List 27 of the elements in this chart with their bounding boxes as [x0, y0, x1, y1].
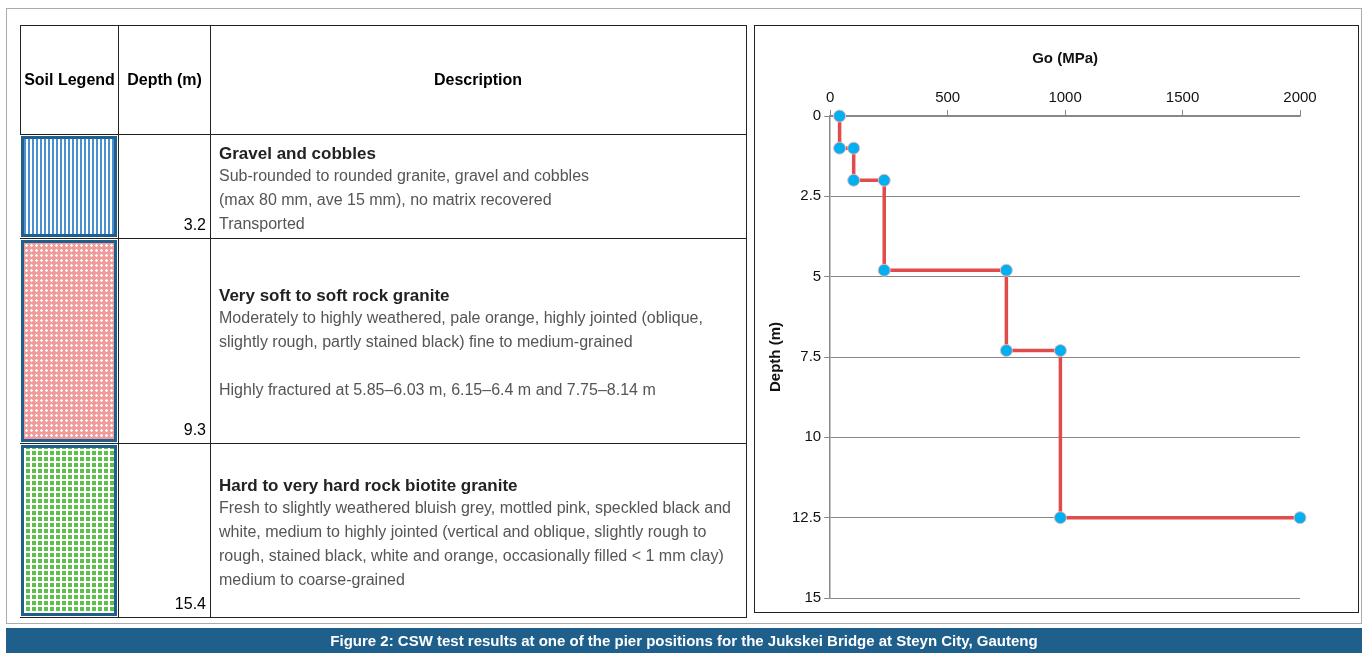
y-tick-label: 15	[804, 588, 822, 606]
text: Gravel and cobbles	[219, 143, 377, 164]
text: Soil Legend	[20, 26, 118, 134]
text: Moderately to highly weathered, pale orange, highly jointed (oblique, slightly rough, partly stained black) fine to medium-grained Highly fractured at 5.85–6.03 m, 6.15–6.4 m and 7.75–8.14 m	[219, 309, 703, 398]
text: Hard to very hard rock biotite granite	[219, 475, 519, 496]
y-tick-label: 12.5	[791, 507, 822, 525]
text: Depth (m)	[118, 26, 210, 134]
x-tick-label: 1000	[1048, 88, 1082, 106]
y-tick-label: 2.5	[800, 186, 822, 204]
y-tick-label: 7.5	[800, 347, 822, 365]
text: 9.3	[118, 239, 210, 443]
text: 15.4	[118, 444, 210, 617]
x-tick-label: 0	[826, 88, 835, 106]
text: Description	[210, 26, 745, 134]
text: 3.2	[118, 135, 210, 238]
x-tick-label: 1500	[1165, 88, 1200, 106]
y-tick-label: 5	[812, 266, 822, 284]
caption: Figure 2: CSW test results at one of the pier positions for the Jukskei Bridge at Steyn City, Gauteng	[6, 628, 1362, 653]
y-tick-label: 10	[804, 427, 822, 445]
x-tick-label: 2000	[1283, 88, 1317, 106]
text: Very soft to soft rock granite	[219, 286, 451, 306]
x-axis-title: Go (MPa)	[1032, 49, 1099, 67]
x-tick-label: 500	[935, 88, 961, 106]
y-axis-title: Depth (m)	[766, 322, 784, 392]
text: Sub-rounded to rounded granite, gravel and cobbles (max 80 mm, ave 15 mm), no matrix recovered Transported	[219, 165, 591, 234]
y-tick-label: 0	[812, 106, 822, 124]
text: Fresh to slightly weathered bluish grey, mottled pink, speckled black and white, medium to highly jointed (vertical and oblique, slightly rough to rough, stained black, white and orange, occasionally filled < 1 mm clay) medium to coarse-grained	[219, 497, 732, 590]
